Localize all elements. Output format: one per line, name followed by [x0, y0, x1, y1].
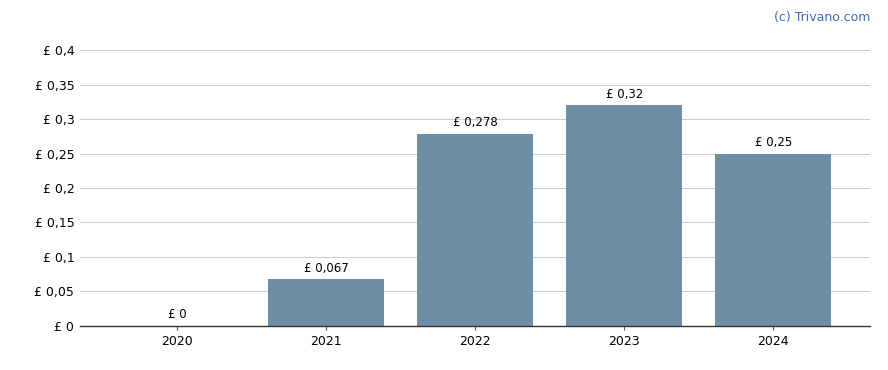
Text: £ 0,278: £ 0,278	[453, 117, 497, 130]
Text: £ 0: £ 0	[168, 308, 186, 321]
Bar	[566, 105, 682, 326]
Text: (c) Trivano.com: (c) Trivano.com	[773, 11, 870, 24]
Bar	[268, 279, 385, 326]
Bar	[417, 134, 533, 326]
Text: £ 0,32: £ 0,32	[606, 87, 643, 101]
Text: £ 0,25: £ 0,25	[755, 136, 792, 149]
Text: £ 0,067: £ 0,067	[304, 262, 348, 275]
Bar	[715, 154, 831, 326]
